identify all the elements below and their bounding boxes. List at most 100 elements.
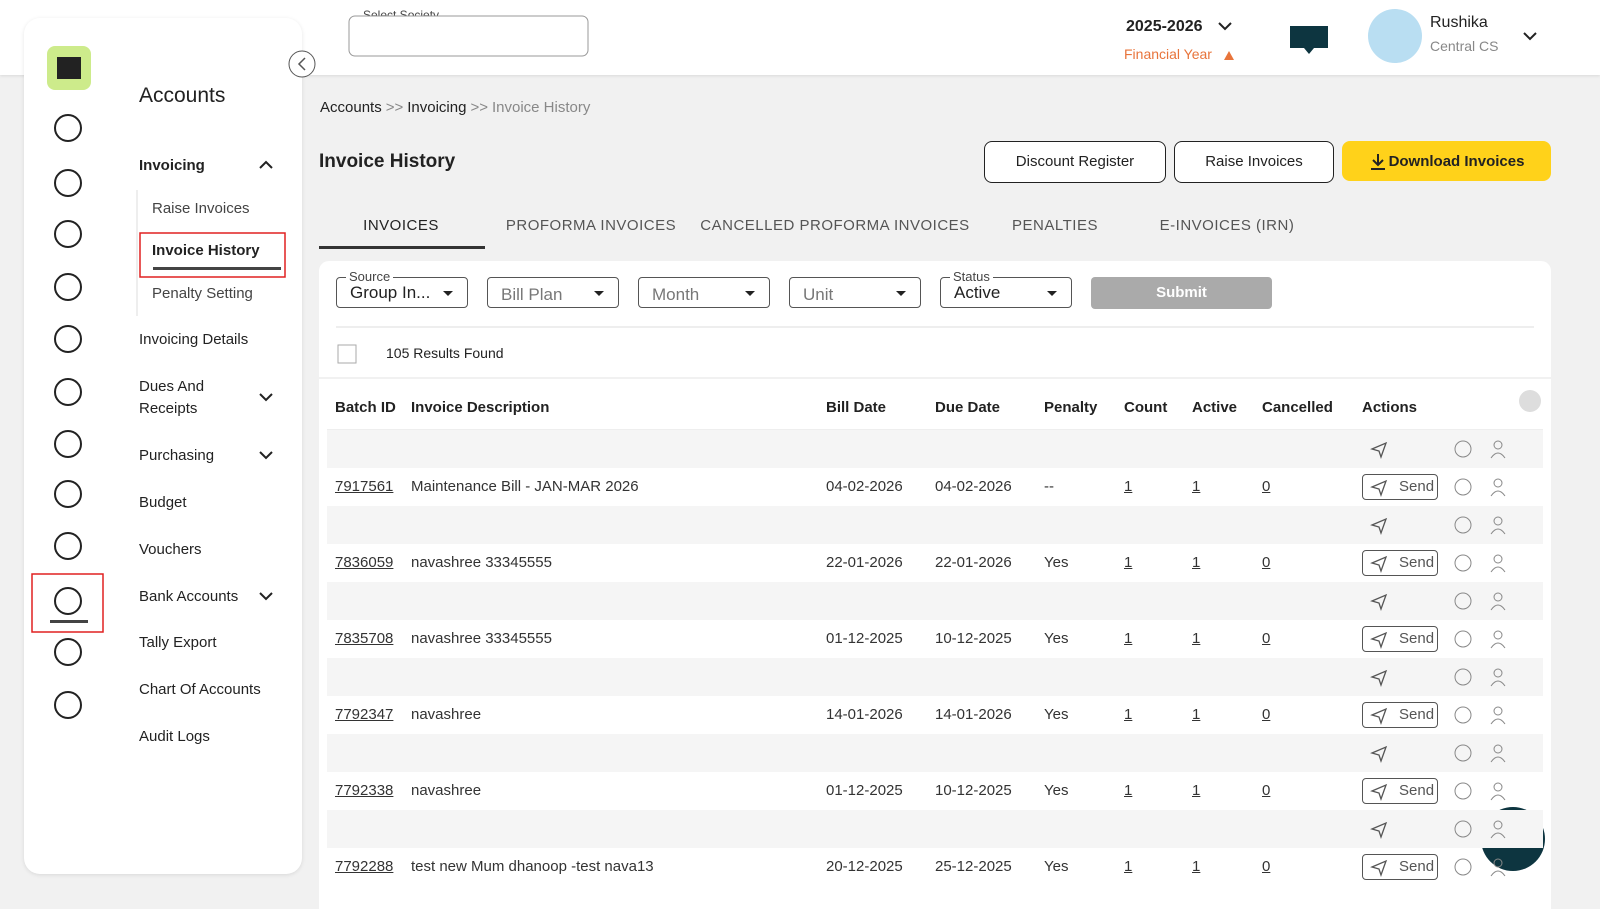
tab[interactable]: CANCELLED PROFORMA INVOICES: [700, 217, 970, 234]
menu-item[interactable]: Purchasing: [139, 447, 215, 464]
table-link[interactable]: 0: [1262, 858, 1271, 875]
table-link[interactable]: 1: [1124, 478, 1133, 495]
table-link[interactable]: 1: [1192, 516, 1201, 533]
table-link[interactable]: 0: [1262, 630, 1271, 647]
menu-item[interactable]: Budget: [139, 494, 187, 511]
faq[interactable]: FAQ: [1281, 26, 1316, 45]
send-button[interactable]: Send: [1362, 854, 1438, 880]
table-link[interactable]: 0: [1262, 782, 1271, 799]
table-link[interactable]: 1: [1124, 554, 1133, 571]
menu-item[interactable]: Dues And Receipts: [139, 378, 205, 417]
table-link[interactable]: 7835760: [335, 592, 394, 609]
table-link[interactable]: 0: [1262, 554, 1271, 571]
table-link[interactable]: 7792347: [335, 706, 394, 723]
table-link[interactable]: 0: [1262, 744, 1271, 761]
send-button[interactable]: Send: [1362, 588, 1438, 614]
breadcrumb-item[interactable]: Accounts: [320, 99, 382, 116]
table-link[interactable]: 0: [1262, 820, 1271, 837]
table-link[interactable]: 1: [1124, 668, 1133, 685]
table-cell: 04-02-2026: [935, 478, 1012, 495]
table-link[interactable]: 0: [1262, 668, 1271, 685]
table-link[interactable]: 0: [1262, 478, 1271, 495]
table-link[interactable]: 0: [1262, 592, 1271, 609]
table-link[interactable]: 1: [1192, 592, 1201, 609]
table-cell: Yes: [1044, 744, 1069, 761]
send-button[interactable]: Send: [1362, 626, 1438, 652]
financial-year-label: Financial Year: [1124, 46, 1212, 62]
send-button[interactable]: Send: [1362, 474, 1438, 500]
submenu-item[interactable]: Raise Invoices: [152, 200, 250, 217]
table-cell: Yes: [1044, 630, 1069, 647]
table-link[interactable]: 1: [1192, 478, 1201, 495]
filter-value: Month: [652, 285, 700, 304]
send-button[interactable]: Send: [1362, 740, 1438, 766]
table-link[interactable]: 0: [1262, 706, 1271, 723]
table-link[interactable]: 7836059: [335, 554, 394, 571]
table-link[interactable]: 7792288: [335, 858, 394, 875]
send-button[interactable]: Send: [1362, 778, 1438, 804]
table-link[interactable]: 7926040: [335, 440, 394, 457]
table-link[interactable]: 7835708: [335, 630, 394, 647]
table-cell: 14-01-2026: [826, 706, 903, 723]
submit-button[interactable]: Submit: [1091, 277, 1272, 309]
table-link[interactable]: 1: [1192, 820, 1201, 837]
table-link[interactable]: 382: [1192, 440, 1218, 457]
table-link[interactable]: 1: [1192, 782, 1201, 799]
breadcrumb-item[interactable]: Invoicing: [407, 99, 467, 116]
table-link[interactable]: 1: [1192, 706, 1201, 723]
send-button[interactable]: Send: [1362, 512, 1438, 538]
table-link[interactable]: 7792312: [335, 820, 394, 837]
submenu-item[interactable]: Invoice History: [152, 242, 260, 259]
tab[interactable]: PENALTIES: [1012, 217, 1098, 234]
table-link[interactable]: 1: [1124, 706, 1133, 723]
table-link[interactable]: 7792343: [335, 744, 394, 761]
table-link[interactable]: 0: [1262, 516, 1271, 533]
table-link[interactable]: 1: [1124, 782, 1133, 799]
table-cell: 20-12-2025: [935, 592, 1012, 609]
action-button[interactable]: Discount Register: [984, 141, 1166, 183]
menu-item[interactable]: Audit Logs: [139, 728, 210, 745]
table-link[interactable]: 1: [1124, 744, 1133, 761]
table-link[interactable]: 7795354: [335, 668, 394, 685]
table-link[interactable]: 1: [1192, 554, 1201, 571]
menu-item[interactable]: Invoicing Details: [139, 331, 249, 348]
menu-item[interactable]: Invoicing: [139, 157, 205, 174]
filter-select[interactable]: [789, 277, 921, 308]
column-header: Invoice Description: [411, 399, 550, 416]
tab[interactable]: E-INVOICES (IRN): [1159, 217, 1295, 234]
tab[interactable]: INVOICES: [363, 217, 439, 234]
table-link[interactable]: 1: [1192, 668, 1201, 685]
send-button[interactable]: Send: [1362, 436, 1438, 462]
table-link[interactable]: 1: [1124, 592, 1133, 609]
table-link[interactable]: 7917561: [335, 478, 394, 495]
send-button[interactable]: Send: [1362, 664, 1438, 690]
table-link[interactable]: 7863474: [335, 516, 394, 533]
table-link[interactable]: 0: [1262, 440, 1271, 457]
table-cell: 15-01-2026: [826, 668, 903, 685]
table-link[interactable]: 1: [1124, 858, 1133, 875]
submenu-item[interactable]: Penalty Setting: [152, 285, 253, 302]
table-link[interactable]: 1: [1192, 630, 1201, 647]
send-button[interactable]: Send: [1362, 550, 1438, 576]
financial-year[interactable]: 2025-2026: [1126, 18, 1203, 35]
table-link[interactable]: 7792338: [335, 782, 394, 799]
table-link[interactable]: 382: [1124, 440, 1150, 457]
menu-item[interactable]: Chart Of Accounts: [139, 681, 261, 698]
send-button[interactable]: Send: [1362, 816, 1438, 842]
society-label: Select Society: [360, 8, 443, 22]
table-cell: 05-02-2026: [826, 440, 903, 457]
table-link[interactable]: 1: [1192, 858, 1201, 875]
column-header: Count: [1124, 399, 1168, 416]
action-button[interactable]: Raise Invoices: [1174, 141, 1334, 183]
menu-item[interactable]: Tally Export: [139, 634, 217, 651]
send-button[interactable]: Send: [1362, 702, 1438, 728]
table-link[interactable]: 1: [1124, 820, 1133, 837]
menu-item[interactable]: Bank Accounts: [139, 588, 239, 605]
table-link[interactable]: 1: [1124, 516, 1133, 533]
action-button[interactable]: Download Invoices: [1342, 141, 1551, 181]
table-cell: 25-12-2025: [935, 744, 1012, 761]
tab[interactable]: PROFORMA INVOICES: [505, 217, 677, 234]
menu-item[interactable]: Vouchers: [139, 541, 202, 558]
table-link[interactable]: 1: [1124, 630, 1133, 647]
table-link[interactable]: 1: [1192, 744, 1201, 761]
